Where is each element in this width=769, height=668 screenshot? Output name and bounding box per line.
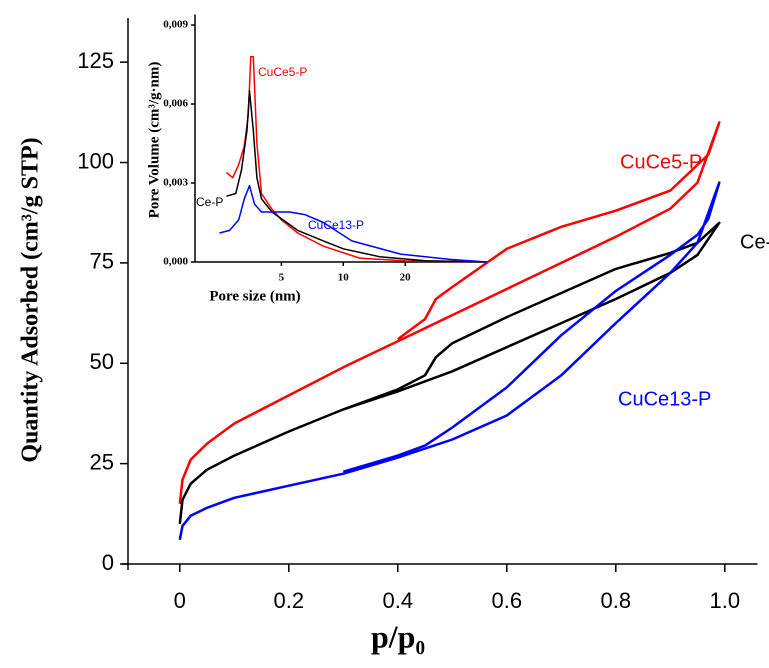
y-tick-label: 0,009 — [163, 19, 188, 31]
x-tick-label: 0.2 — [273, 588, 304, 613]
series-line — [226, 90, 488, 263]
series-label: Ce-P — [740, 231, 769, 253]
series-line — [178, 181, 721, 541]
x-tick-label: 0.6 — [491, 588, 522, 613]
series-label: Ce-P — [196, 195, 223, 209]
x-tick-label: 10 — [338, 272, 350, 284]
series-line — [178, 121, 721, 504]
y-tick-label: 0,003 — [163, 177, 188, 189]
x-tick-label: 0.8 — [600, 588, 631, 613]
inset-y-axis-label: Pore Volume (cm³/g·nm) — [146, 62, 162, 219]
x-axis-label: p/p₀ — [371, 618, 425, 654]
y-tick-label: 0,000 — [163, 256, 188, 268]
y-tick-label: 50 — [90, 349, 114, 374]
x-tick-label: 0.4 — [382, 588, 413, 613]
y-tick-label: 25 — [90, 449, 114, 474]
series-line — [225, 55, 488, 263]
series-label: CuCe5-P — [258, 65, 307, 79]
y-tick-label: 125 — [77, 48, 114, 73]
y-tick-label: 75 — [90, 249, 114, 274]
x-tick-label: 0 — [174, 588, 186, 613]
x-tick-label: 1.0 — [710, 588, 741, 613]
series-label: CuCe13-P — [618, 388, 711, 410]
series-line — [178, 221, 721, 525]
y-tick-label: 0,006 — [163, 98, 188, 110]
y-axis-label: Quantity Adsorbed (cm³/g STP) — [18, 137, 44, 462]
series-label: CuCe5-P — [620, 151, 702, 173]
x-tick-label: 5 — [279, 272, 285, 284]
x-tick-label: 20 — [400, 272, 412, 284]
y-tick-label: 0 — [102, 550, 114, 575]
series-line — [219, 184, 488, 263]
series-label: CuCe13-P — [308, 218, 364, 232]
inset-x-axis-label: Pore size (nm) — [209, 288, 300, 304]
y-tick-label: 100 — [77, 148, 114, 173]
